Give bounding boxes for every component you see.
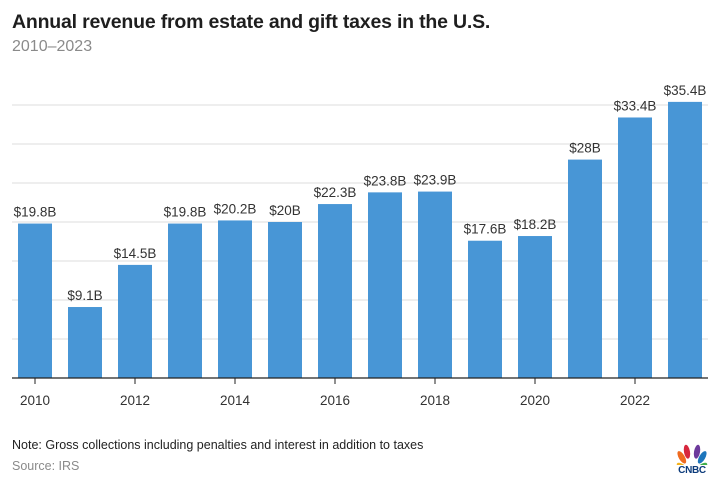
x-tick-label: 2012 bbox=[120, 393, 150, 408]
data-label: $9.1B bbox=[67, 288, 102, 303]
x-axis: 2010 2012 2014 2016 2018 2020 2022 bbox=[12, 377, 708, 408]
x-tick-label: 2016 bbox=[320, 393, 350, 408]
data-label: $35.4B bbox=[664, 83, 707, 98]
data-label: $22.3B bbox=[314, 185, 357, 200]
chart-subtitle: 2010–2023 bbox=[12, 38, 93, 55]
data-label: $14.5B bbox=[114, 246, 157, 261]
bar-2018 bbox=[418, 191, 452, 378]
footnote: Note: Gross collections including penalt… bbox=[12, 438, 424, 452]
x-tick-label: 2018 bbox=[420, 393, 450, 408]
bar-2017 bbox=[368, 192, 402, 378]
x-tick-label: 2010 bbox=[20, 393, 50, 408]
bar-2023 bbox=[668, 101, 702, 378]
data-label: $28B bbox=[569, 141, 601, 156]
data-label: $20B bbox=[269, 203, 301, 218]
data-labels: $19.8B $9.1B $14.5B $19.8B $20.2B $20B $22.3B $… bbox=[14, 83, 707, 303]
bar-2022 bbox=[618, 117, 652, 378]
x-tick-label: 2022 bbox=[620, 393, 650, 408]
data-label: $17.6B bbox=[464, 222, 507, 237]
data-label: $19.8B bbox=[14, 205, 57, 220]
bar-2014 bbox=[218, 220, 252, 378]
bar-2020 bbox=[518, 236, 552, 378]
data-label: $20.2B bbox=[214, 201, 257, 216]
cnbc-logo-text: CNBC bbox=[678, 465, 706, 476]
bar-2013 bbox=[168, 223, 202, 378]
peacock-icon bbox=[676, 444, 708, 473]
data-label: $18.2B bbox=[514, 217, 557, 232]
gridlines bbox=[12, 104, 708, 340]
data-label: $23.9B bbox=[414, 173, 457, 188]
bar-2015 bbox=[268, 222, 302, 378]
data-label: $23.8B bbox=[364, 173, 407, 188]
chart-title: Annual revenue from estate and gift taxe… bbox=[12, 11, 491, 33]
bar-2019 bbox=[468, 240, 502, 378]
x-tick-label: 2014 bbox=[220, 393, 251, 408]
data-label: $19.8B bbox=[164, 205, 207, 220]
bar-2016 bbox=[318, 204, 352, 378]
bar-2010 bbox=[18, 223, 52, 378]
data-label: $33.4B bbox=[614, 98, 657, 113]
x-tick-label: 2020 bbox=[520, 393, 550, 408]
bar-2012 bbox=[118, 264, 152, 378]
bars bbox=[18, 101, 702, 378]
bar-2011 bbox=[68, 307, 102, 378]
cnbc-logo: CNBC bbox=[672, 443, 712, 479]
bar-chart: $19.8B $9.1B $14.5B $19.8B $20.2B $20B $22.3B $… bbox=[12, 83, 708, 408]
bar-2021 bbox=[568, 159, 602, 378]
source-line: Source: IRS bbox=[12, 459, 80, 473]
